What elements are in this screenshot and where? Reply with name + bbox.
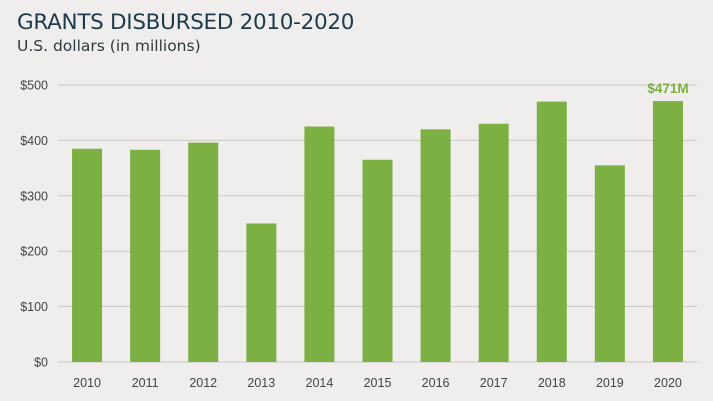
bar-2013: [246, 223, 277, 362]
bar-2018: [536, 101, 567, 363]
y-tick-label: $0: [34, 356, 48, 370]
x-tick-label: 2014: [306, 376, 334, 390]
x-tick-label: 2016: [422, 376, 450, 390]
x-tick-label: 2017: [480, 376, 508, 390]
data-label: $471M: [647, 81, 688, 96]
y-tick-label: $200: [20, 245, 48, 259]
x-tick-label: 2020: [654, 376, 682, 390]
bar-2019: [594, 165, 625, 362]
y-tick-label: $300: [20, 189, 48, 203]
x-tick-label: 2018: [538, 376, 566, 390]
y-tick-label: $400: [20, 134, 48, 148]
data-labels: $471M: [647, 81, 688, 96]
bar-2012: [188, 142, 219, 362]
y-tick-label: $500: [20, 79, 48, 93]
bar-2014: [304, 126, 335, 362]
bars: [72, 101, 683, 363]
y-axis-tick-labels: $0 $100 $200 $300 $400 $500: [20, 79, 48, 370]
chart-subtitle: U.S. dollars (in millions): [17, 37, 201, 55]
bar-2010: [72, 148, 103, 362]
x-tick-label: 2010: [73, 376, 101, 390]
bar-2015: [362, 159, 393, 362]
y-tick-label: $100: [20, 300, 48, 314]
x-tick-label: 2011: [132, 376, 159, 390]
x-tick-label: 2012: [189, 376, 217, 390]
bar-2016: [420, 129, 451, 362]
x-tick-label: 2015: [364, 376, 392, 390]
x-tick-label: 2013: [247, 376, 275, 390]
chart-title: GRANTS DISBURSED 2010-2020: [17, 10, 355, 35]
x-axis-tick-labels: 2010 2011 2012 2013 2014 2015 2016 2017 2018 2019…: [73, 376, 682, 390]
x-tick-label: 2019: [596, 376, 624, 390]
bar-2017: [478, 123, 509, 362]
bar-2020: [652, 101, 683, 362]
bar-2011: [130, 149, 161, 362]
